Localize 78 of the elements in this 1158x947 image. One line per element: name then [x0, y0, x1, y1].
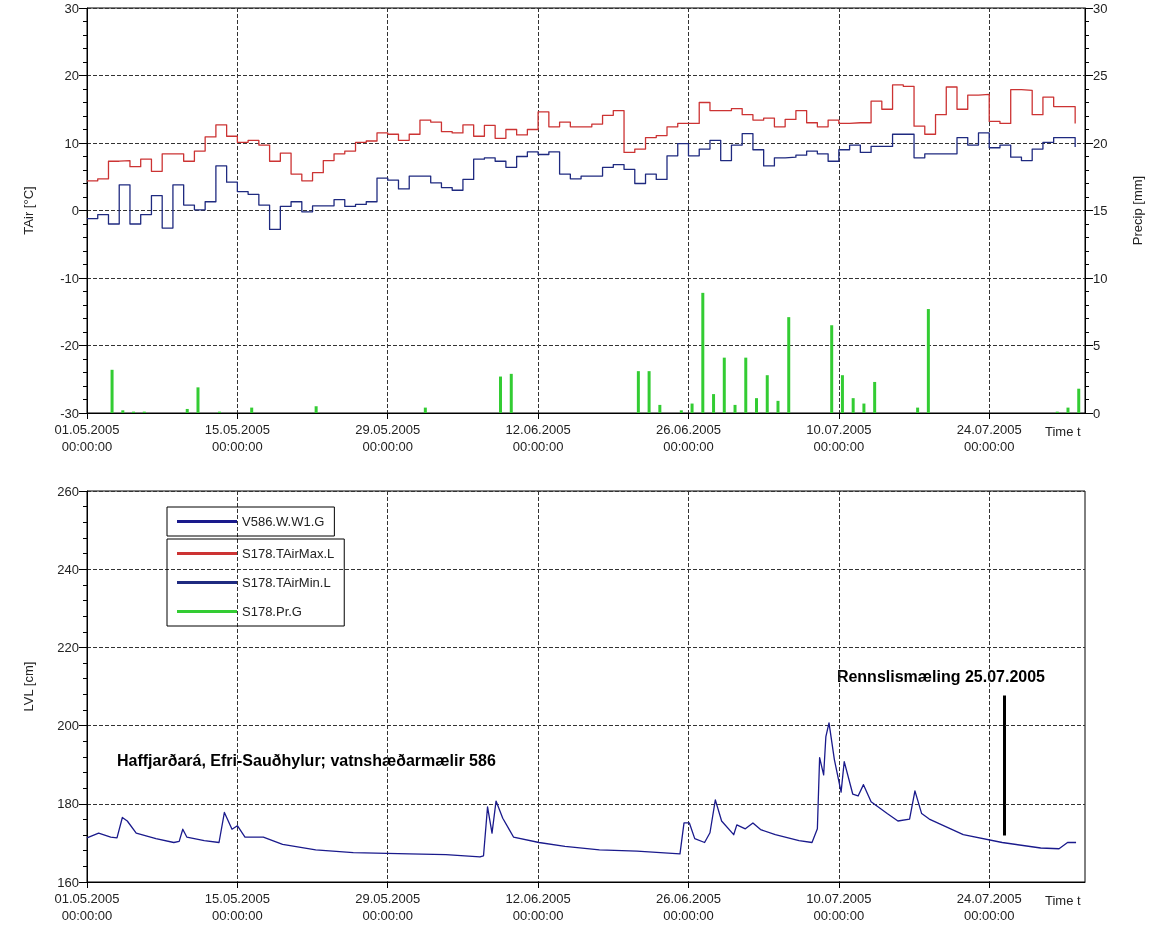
bar — [733, 404, 737, 413]
bar — [1066, 407, 1070, 413]
bar — [840, 375, 844, 413]
annotation: Rennslismæling 25.07.2005 — [836, 667, 1046, 685]
bar — [196, 387, 200, 413]
y-axis-title: LVL [cm] — [21, 661, 36, 712]
y2-tick-label: 15 — [1093, 203, 1108, 218]
y-tick-label: 20 — [64, 68, 79, 83]
bar — [647, 371, 651, 413]
y-tick-label: -10 — [60, 270, 79, 286]
y-tick-label: -30 — [60, 405, 79, 421]
y-tick-label: 0 — [71, 203, 79, 218]
line-series — [86, 722, 1077, 858]
y2-tick-label: 10 — [1093, 270, 1108, 286]
x-tick-label: 29.05.2005 00:00:00 — [355, 891, 421, 923]
bar — [916, 407, 920, 413]
legend-label: S178.TAirMax.L — [242, 546, 335, 561]
x-tick-label: 12.06.2005 00:00:00 — [505, 891, 571, 923]
x-tick-label: 01.05.2005 00:00:00 — [54, 422, 120, 454]
bar — [862, 403, 866, 413]
x-tick-label: 24.07.2005 00:00:00 — [956, 422, 1022, 454]
bar — [926, 309, 930, 413]
bar — [185, 408, 189, 413]
y-tick-label: 30 — [64, 0, 79, 16]
bar — [509, 373, 513, 413]
bar — [250, 407, 254, 413]
y2-tick-label: 20 — [1093, 135, 1108, 151]
bar — [110, 369, 114, 413]
bar — [787, 317, 791, 413]
y2-tick-label: 0 — [1093, 405, 1101, 421]
y-tick-label: 260 — [57, 483, 79, 499]
x-tick-label: 01.05.2005 00:00:00 — [54, 891, 120, 923]
bar — [722, 357, 726, 413]
y2-tick-label: 5 — [1093, 338, 1101, 353]
bar — [1077, 388, 1081, 413]
x-tick-label: 12.06.2005 00:00:00 — [505, 422, 571, 454]
y-tick-label: 240 — [57, 561, 79, 577]
bar — [121, 410, 125, 413]
bar — [776, 400, 780, 413]
x-tick-label: 26.06.2005 00:00:00 — [655, 422, 722, 454]
bar — [712, 394, 716, 413]
x-tick-label: 15.05.2005 00:00:00 — [204, 891, 270, 923]
bar — [873, 381, 877, 413]
y-tick-label: 10 — [64, 135, 79, 151]
bar — [701, 292, 705, 413]
x-tick-label: 26.06.2005 00:00:00 — [655, 891, 722, 923]
bar — [636, 371, 640, 413]
y-tick-label: -20 — [60, 338, 79, 353]
annotation: Haffjarðará, Efri-Sauðhylur; vatnshæðarmælir 586 — [117, 751, 496, 769]
x-axis-title: Time t — [1045, 424, 1082, 439]
y2-tick-label: 30 — [1093, 0, 1108, 16]
y-axis-title: TAir [°C] — [21, 186, 36, 235]
y-tick-label: 180 — [57, 796, 79, 812]
bar — [423, 407, 427, 413]
bar — [830, 325, 834, 413]
bar — [765, 375, 769, 413]
y-tick-label: 200 — [57, 718, 79, 734]
x-tick-label: 15.05.2005 00:00:00 — [204, 422, 270, 454]
x-axis-title: Time t — [1045, 893, 1082, 908]
bar — [851, 398, 855, 413]
bar — [314, 406, 318, 413]
x-tick-label: 10.07.2005 00:00:00 — [806, 891, 872, 923]
legend-label: S178.TAirMin.L — [242, 575, 331, 590]
x-tick-label: 24.07.2005 00:00:00 — [956, 891, 1022, 923]
y2-tick-label: 25 — [1093, 68, 1108, 83]
bar — [679, 410, 683, 413]
bar — [499, 376, 503, 413]
y2-axis-title: Precip [mm] — [1130, 175, 1145, 246]
bar — [690, 403, 694, 413]
bar — [658, 404, 662, 413]
y-tick-label: 220 — [57, 639, 79, 655]
legend-label: V586.W.W1.G — [242, 514, 325, 529]
y-tick-label: 160 — [57, 874, 79, 890]
bar — [755, 398, 759, 413]
bar — [744, 357, 748, 413]
legend-label: S178.Pr.G — [242, 604, 302, 619]
x-tick-label: 10.07.2005 00:00:00 — [806, 422, 872, 454]
x-tick-label: 29.05.2005 00:00:00 — [355, 422, 421, 454]
